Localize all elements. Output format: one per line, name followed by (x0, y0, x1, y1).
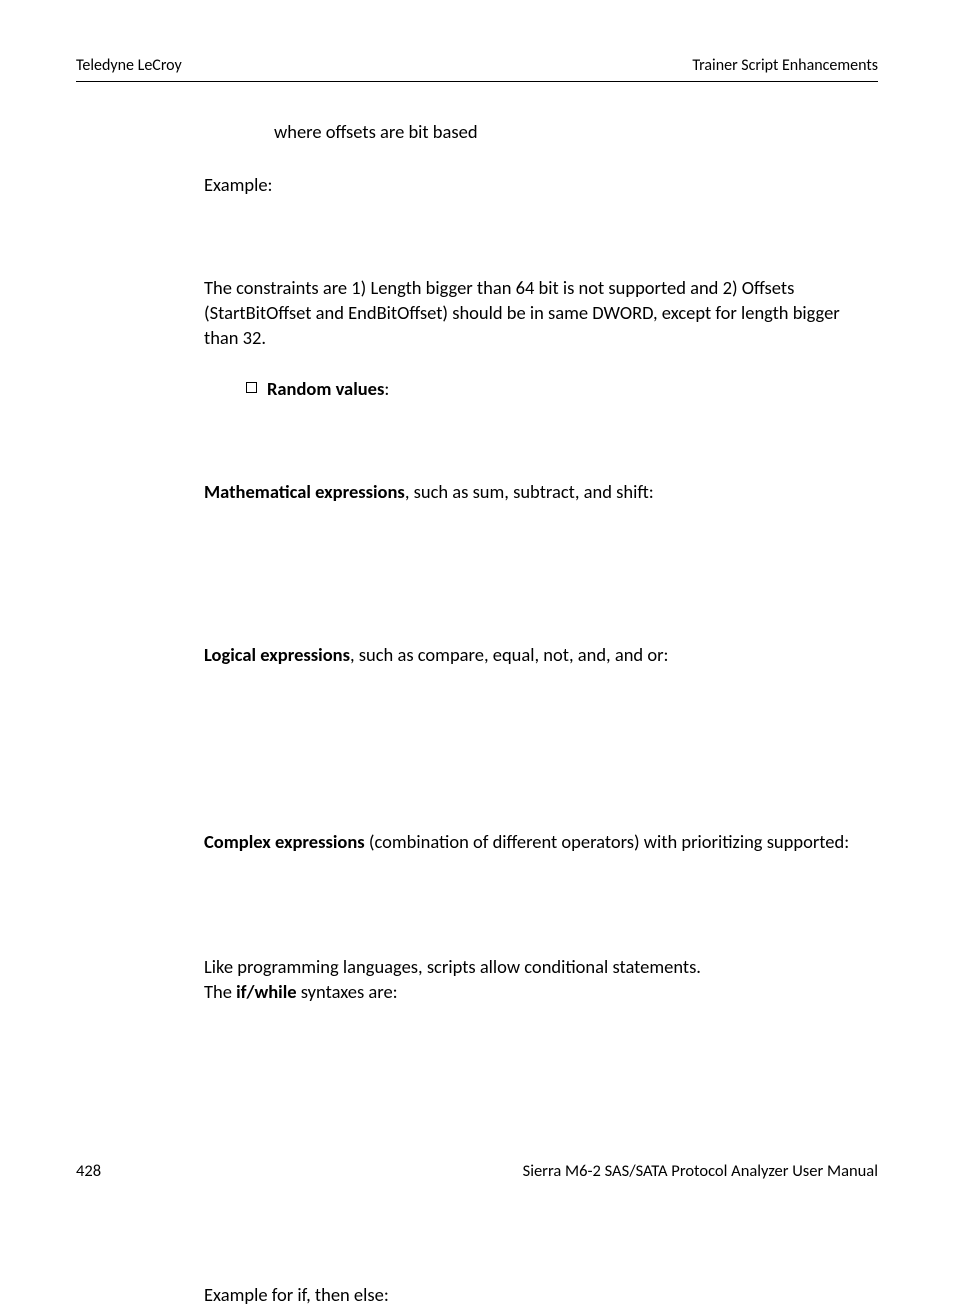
example-label: Example: (204, 173, 878, 198)
random-values-line: Random values: (267, 377, 389, 402)
example-if-line: Example for if, then else: (204, 1283, 878, 1308)
logical-expressions-line: Logical expressions, such as compare, eq… (204, 643, 878, 668)
logical-expressions-label: Logical expressions (204, 643, 350, 666)
random-values-label: Random values (267, 377, 384, 400)
page-number: 428 (76, 1161, 101, 1181)
math-expressions-line: Mathematical expressions, such as sum, s… (204, 480, 878, 505)
ifwhile-suffix: syntaxes are: (297, 980, 398, 1003)
ifwhile-label: if/while (236, 980, 296, 1003)
complex-expressions-rest: (combination of different operators) wit… (365, 830, 850, 853)
header-left: Teledyne LeCroy (76, 56, 182, 75)
ifwhile-line: The if/while syntaxes are: (204, 980, 878, 1005)
conditional-line: Like programming languages, scripts allo… (204, 955, 878, 980)
complex-expressions-label: Complex expressions (204, 830, 365, 853)
manual-title: Sierra M6-2 SAS/SATA Protocol Analyzer U… (523, 1161, 878, 1181)
random-values-colon: : (384, 377, 389, 400)
document-page: Teledyne LeCroy Trainer Script Enhanceme… (0, 0, 954, 1235)
complex-expressions-line: Complex expressions (combination of diff… (204, 830, 878, 855)
page-header: Teledyne LeCroy Trainer Script Enhanceme… (76, 56, 878, 82)
offset-note: where offsets are bit based (274, 120, 878, 145)
header-right: Trainer Script Enhancements (692, 56, 878, 75)
square-bullet-icon (246, 382, 257, 393)
page-content: where offsets are bit based Example: The… (76, 82, 878, 1308)
math-expressions-label: Mathematical expressions (204, 480, 405, 503)
math-expressions-rest: , such as sum, subtract, and shift: (405, 480, 654, 503)
random-values-bullet: Random values: (246, 377, 878, 402)
page-footer: 428 Sierra M6-2 SAS/SATA Protocol Analyz… (76, 1161, 878, 1181)
logical-expressions-rest: , such as compare, equal, not, and, and … (350, 643, 669, 666)
ifwhile-prefix: The (204, 980, 236, 1003)
constraints-text: The constraints are 1) Length bigger tha… (204, 276, 878, 351)
